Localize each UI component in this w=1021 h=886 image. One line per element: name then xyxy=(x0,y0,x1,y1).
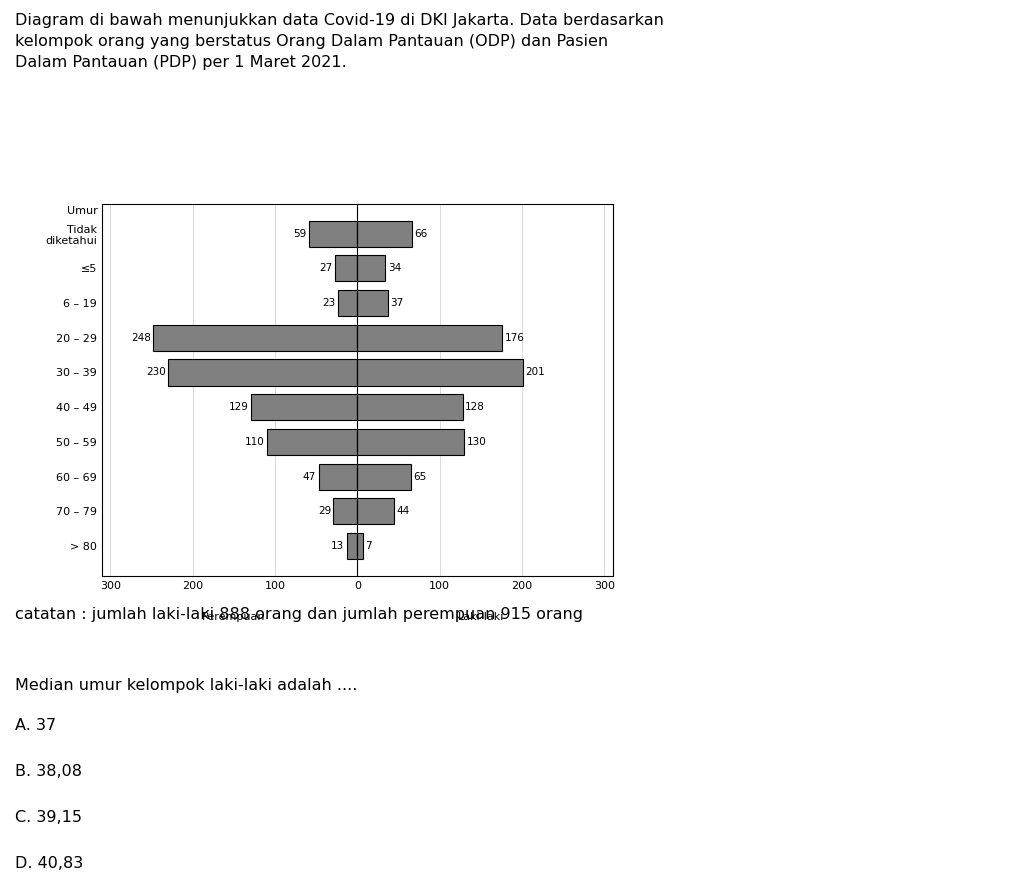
Bar xyxy=(357,325,502,351)
Text: 65: 65 xyxy=(414,471,427,482)
Bar xyxy=(335,255,357,282)
Bar xyxy=(357,533,363,559)
Text: Umur: Umur xyxy=(67,206,98,216)
Text: 29: 29 xyxy=(318,506,331,517)
Text: A. 37: A. 37 xyxy=(15,718,56,733)
Text: 230: 230 xyxy=(146,368,165,377)
Text: Diagram di bawah menunjukkan data Covid-19 di DKI Jakarta. Data berdasarkan
kelo: Diagram di bawah menunjukkan data Covid-… xyxy=(15,13,665,70)
Text: 66: 66 xyxy=(415,229,428,238)
Text: 13: 13 xyxy=(331,541,344,551)
Text: 201: 201 xyxy=(526,368,545,377)
Text: 128: 128 xyxy=(466,402,485,412)
Text: 130: 130 xyxy=(467,437,487,447)
Text: 34: 34 xyxy=(388,263,401,274)
Text: 248: 248 xyxy=(131,333,151,343)
Text: 129: 129 xyxy=(229,402,249,412)
Bar xyxy=(308,221,357,246)
Bar xyxy=(338,290,357,316)
Text: Perempuan: Perempuan xyxy=(202,612,265,622)
Text: 27: 27 xyxy=(320,263,333,274)
Bar xyxy=(319,463,357,490)
Text: 176: 176 xyxy=(504,333,525,343)
Text: Laki-laki: Laki-laki xyxy=(457,612,504,622)
Bar xyxy=(334,498,357,525)
Text: 44: 44 xyxy=(396,506,409,517)
Text: catatan : jumlah laki-laki 888 orang dan jumlah perempuan 915 orang: catatan : jumlah laki-laki 888 orang dan… xyxy=(15,607,583,622)
Bar xyxy=(153,325,357,351)
Text: 59: 59 xyxy=(293,229,306,238)
Bar xyxy=(357,221,411,246)
Text: 110: 110 xyxy=(245,437,264,447)
Bar xyxy=(357,429,465,455)
Bar xyxy=(251,394,357,420)
Text: C. 39,15: C. 39,15 xyxy=(15,810,83,825)
Bar xyxy=(357,463,410,490)
Text: 7: 7 xyxy=(366,541,373,551)
Bar xyxy=(357,290,388,316)
Text: 23: 23 xyxy=(323,298,336,308)
Bar xyxy=(168,360,357,385)
Bar xyxy=(357,255,385,282)
Bar xyxy=(357,498,393,525)
Text: Median umur kelompok laki-laki adalah ....: Median umur kelompok laki-laki adalah ..… xyxy=(15,678,357,693)
Bar xyxy=(357,394,463,420)
Text: 37: 37 xyxy=(390,298,403,308)
Bar xyxy=(266,429,357,455)
Bar xyxy=(357,360,523,385)
Bar xyxy=(347,533,357,559)
Text: 47: 47 xyxy=(303,471,317,482)
Text: B. 38,08: B. 38,08 xyxy=(15,764,83,779)
Text: D. 40,83: D. 40,83 xyxy=(15,856,84,871)
